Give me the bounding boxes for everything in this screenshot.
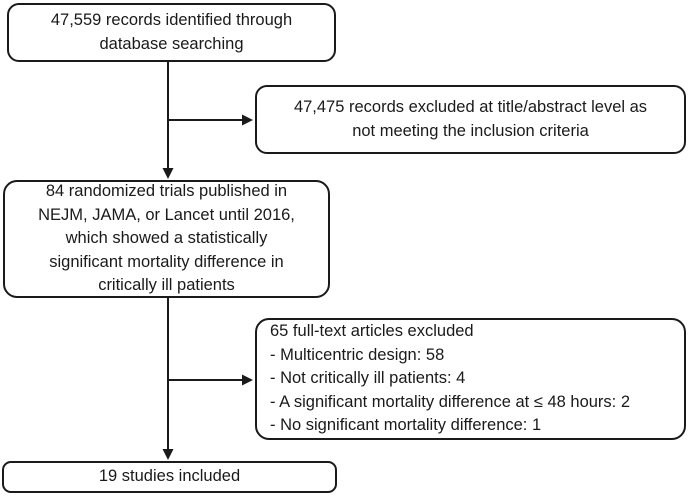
box-title-abstract-excluded: 47,475 records excluded at title/abstrac…: [255, 85, 686, 154]
box-text-line: database searching: [99, 34, 244, 53]
box-text-line: 84 randomized trials published in: [45, 182, 288, 201]
box-studies-included: 19 studies included: [2, 461, 337, 493]
box-text-line: 19 studies included: [98, 467, 241, 486]
arrowhead-down-icon: [162, 449, 174, 460]
box-text-line: significant mortality difference in: [49, 252, 284, 271]
box-text-line: 47,475 records excluded at title/abstrac…: [293, 98, 648, 116]
arrowhead-down-icon: [162, 168, 174, 179]
exclusion-reason-item: - Not critically ill patients: 4: [270, 369, 466, 388]
box-text-line: which showed a statistically: [65, 229, 268, 248]
box-records-identified: 47,559 records identified through databa…: [7, 3, 336, 62]
box-text-line: not meeting the inclusion criteria: [352, 121, 589, 140]
exclusion-reason-item: - Multicentric design: 58: [270, 345, 445, 364]
box-text-line: 65 full-text articles excluded: [270, 322, 474, 341]
arrowhead-right-icon: [242, 114, 253, 126]
exclusion-reason-item: - No significant mortality difference: 1: [270, 416, 542, 435]
box-randomized-trials: 84 randomized trials published in NEJM, …: [3, 180, 330, 298]
box-fulltext-excluded: 65 full-text articles excluded - Multice…: [255, 318, 686, 440]
exclusion-reason-item: - A significant mortality difference at …: [270, 392, 631, 411]
box-text-line: 47,559 records identified through: [50, 11, 293, 29]
arrowhead-right-icon: [242, 374, 253, 386]
box-text-line: critically ill patients: [98, 276, 235, 295]
box-text-line: NEJM, JAMA, or Lancet until 2016,: [38, 205, 295, 224]
